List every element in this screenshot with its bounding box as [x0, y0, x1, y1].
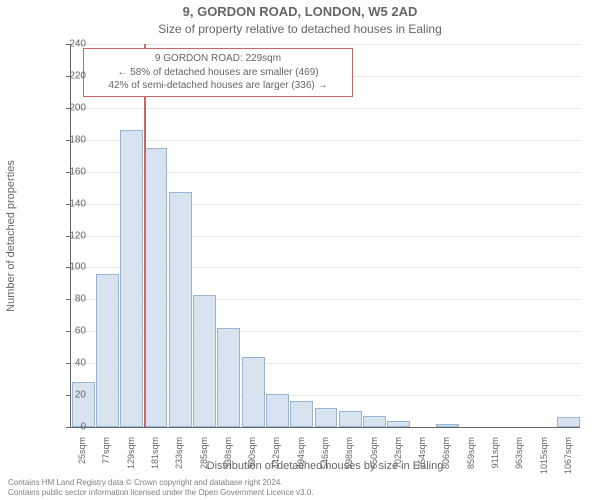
ytick-label: 180 — [46, 134, 86, 145]
xtick-label: 754sqm — [417, 437, 427, 487]
histogram-bar — [242, 357, 265, 427]
xtick-label: 963sqm — [514, 437, 524, 487]
xtick-label: 233sqm — [174, 437, 184, 487]
xtick-label: 494sqm — [296, 437, 306, 487]
ytick-label: 200 — [46, 102, 86, 113]
xtick-label: 77sqm — [101, 437, 111, 487]
grid-line — [71, 108, 580, 109]
histogram-bar — [169, 192, 192, 427]
xtick-label: 129sqm — [126, 437, 136, 487]
xtick-label: 390sqm — [247, 437, 257, 487]
ytick-label: 40 — [46, 358, 86, 369]
ytick-label: 60 — [46, 326, 86, 337]
annotation-box: 9 GORDON ROAD: 229sqm← 58% of detached h… — [83, 48, 353, 97]
histogram-bar — [217, 328, 240, 427]
histogram-bar — [387, 421, 410, 427]
histogram-bar — [120, 130, 143, 427]
xtick-label: 442sqm — [271, 437, 281, 487]
histogram-bar — [363, 416, 386, 427]
ytick-label: 0 — [46, 422, 86, 433]
y-axis-label: Number of detached properties — [4, 44, 18, 428]
xtick-label: 806sqm — [441, 437, 451, 487]
ytick-label: 120 — [46, 230, 86, 241]
histogram-bar — [193, 295, 216, 427]
ytick-label: 20 — [46, 390, 86, 401]
histogram-bar — [436, 424, 459, 427]
ytick-label: 140 — [46, 198, 86, 209]
histogram-bar — [557, 417, 580, 427]
xtick-label: 859sqm — [466, 437, 476, 487]
annotation-line: 42% of semi-detached houses are larger (… — [90, 79, 346, 93]
xtick-label: 1015sqm — [539, 437, 549, 487]
histogram-bar — [339, 411, 362, 427]
xtick-label: 650sqm — [369, 437, 379, 487]
histogram-bar — [145, 148, 168, 427]
xtick-label: 911sqm — [490, 437, 500, 487]
ytick-label: 160 — [46, 166, 86, 177]
chart-container: 9, GORDON ROAD, LONDON, W5 2AD Size of p… — [0, 0, 600, 500]
xtick-label: 598sqm — [344, 437, 354, 487]
plot-area: 9 GORDON ROAD: 229sqm← 58% of detached h… — [70, 44, 580, 428]
histogram-bar — [290, 401, 313, 427]
grid-line — [71, 44, 580, 45]
ytick-label: 100 — [46, 262, 86, 273]
xtick-label: 1067sqm — [563, 437, 573, 487]
ytick-label: 240 — [46, 39, 86, 50]
xtick-label: 25sqm — [77, 437, 87, 487]
histogram-bar — [315, 408, 338, 427]
histogram-bar — [96, 274, 119, 427]
chart-subtitle: Size of property relative to detached ho… — [0, 22, 600, 36]
xtick-label: 546sqm — [320, 437, 330, 487]
subject-marker-line — [144, 44, 146, 427]
xtick-label: 285sqm — [199, 437, 209, 487]
xtick-label: 702sqm — [393, 437, 403, 487]
ytick-label: 80 — [46, 294, 86, 305]
grid-line — [71, 140, 580, 141]
xtick-label: 338sqm — [223, 437, 233, 487]
histogram-bar — [266, 394, 289, 428]
xtick-label: 181sqm — [150, 437, 160, 487]
annotation-line: ← 58% of detached houses are smaller (46… — [90, 66, 346, 80]
footer-attribution: Contains HM Land Registry data © Crown c… — [8, 478, 314, 497]
annotation-line: 9 GORDON ROAD: 229sqm — [90, 52, 346, 66]
chart-title: 9, GORDON ROAD, LONDON, W5 2AD — [0, 4, 600, 19]
ytick-label: 220 — [46, 70, 86, 81]
